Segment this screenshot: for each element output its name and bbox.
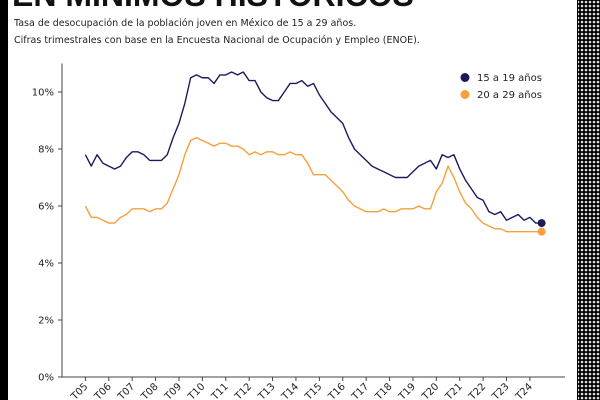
y-tick-label: 4% bbox=[38, 259, 54, 270]
legend-label: 15 a 19 años bbox=[477, 73, 542, 84]
y-tick-label: 8% bbox=[38, 145, 54, 156]
line bbox=[84, 136, 542, 233]
subtitle: Tasa de desocupación de la población jov… bbox=[13, 18, 356, 29]
legend-marker bbox=[460, 90, 470, 99]
panel bbox=[8, 0, 577, 400]
end-marker bbox=[537, 219, 546, 228]
legend-label: 20 a 29 años bbox=[477, 90, 542, 101]
y-tick-label: 0% bbox=[38, 373, 54, 384]
end-marker bbox=[537, 227, 546, 236]
y-tick-label: 6% bbox=[38, 202, 54, 213]
line bbox=[84, 71, 542, 224]
y-tick-label: 10% bbox=[32, 88, 54, 99]
subtitle: Cifras trimestrales con base en la Encue… bbox=[14, 35, 420, 46]
y-tick-label: 2% bbox=[38, 316, 54, 327]
legend-marker bbox=[460, 73, 470, 82]
dot-pattern bbox=[578, 0, 600, 400]
chart-title: EN MÍNIMOS HISTÓRICOS bbox=[12, 0, 414, 13]
